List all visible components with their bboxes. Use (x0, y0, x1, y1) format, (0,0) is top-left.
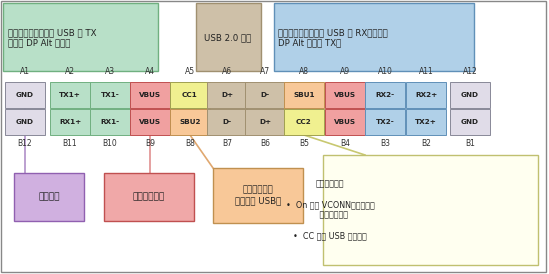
Bar (406, 82, 446, 108)
Text: A2: A2 (65, 67, 75, 76)
Bar (196, 3, 261, 71)
Bar (5, 109, 45, 135)
Text: A11: A11 (419, 67, 433, 76)
Text: A9: A9 (340, 67, 350, 76)
Bar (213, 168, 303, 223)
Text: B3: B3 (380, 139, 390, 148)
Bar (323, 155, 538, 265)
Bar (325, 109, 365, 135)
Text: A3: A3 (105, 67, 115, 76)
Bar (406, 109, 446, 135)
Text: B1: B1 (465, 139, 475, 148)
Text: B11: B11 (63, 139, 77, 148)
Text: TX2+: TX2+ (415, 119, 437, 125)
Text: A12: A12 (463, 67, 478, 76)
Text: GND: GND (16, 92, 34, 98)
Bar (14, 173, 84, 221)
Text: RX2-: RX2- (376, 92, 395, 98)
Text: GND: GND (461, 92, 479, 98)
Bar (284, 109, 324, 135)
Bar (104, 173, 194, 221)
Bar (365, 82, 405, 108)
Bar (245, 82, 285, 108)
Text: VBUS: VBUS (139, 92, 161, 98)
Bar (207, 82, 247, 108)
Text: 对于边带使用
（不用于 USB）: 对于边带使用 （不用于 USB） (235, 186, 281, 205)
Text: B10: B10 (103, 139, 117, 148)
Text: TX1+: TX1+ (59, 92, 81, 98)
Text: TX2-: TX2- (376, 119, 394, 125)
Bar (130, 109, 170, 135)
Text: GND: GND (461, 119, 479, 125)
Bar (207, 109, 247, 135)
Text: A7: A7 (260, 67, 270, 76)
Bar (284, 82, 324, 108)
Text: SBU1: SBU1 (293, 92, 315, 98)
Text: VBUS: VBUS (139, 119, 161, 125)
Text: RX1+: RX1+ (59, 119, 81, 125)
Text: 电缆接地: 电缆接地 (38, 193, 60, 201)
Text: B9: B9 (145, 139, 155, 148)
Text: A4: A4 (145, 67, 155, 76)
Bar (50, 109, 90, 135)
Text: USB 2.0 接口: USB 2.0 接口 (204, 33, 251, 42)
Bar (274, 3, 474, 71)
Text: RX2+: RX2+ (415, 92, 437, 98)
Bar (3, 3, 158, 71)
Text: D-: D- (260, 92, 270, 98)
Text: VBUS: VBUS (334, 92, 356, 98)
Bar (450, 109, 490, 135)
Text: GND: GND (16, 119, 34, 125)
Text: 插头配置检测

•  On 变为 VCONN，用于电缆
   或适配器电源

•  CC 用于 USB 协议检测: 插头配置检测 • On 变为 VCONN，用于电缆 或适配器电源 • CC 用于… (285, 179, 374, 241)
Text: TX1-: TX1- (100, 92, 119, 98)
Bar (130, 82, 170, 108)
Text: D+: D+ (221, 92, 233, 98)
Bar (90, 82, 130, 108)
Text: B12: B12 (18, 139, 32, 148)
Text: A1: A1 (20, 67, 30, 76)
Text: VBUS: VBUS (334, 119, 356, 125)
Text: B6: B6 (260, 139, 270, 148)
Text: CC1: CC1 (182, 92, 198, 98)
Text: B7: B7 (222, 139, 232, 148)
Bar (90, 109, 130, 135)
Bar (325, 82, 365, 108)
Text: SBU2: SBU2 (180, 119, 201, 125)
Text: 高速数据路径（用于 USB 的 RX，或用于
DP Alt 模式的 TX）: 高速数据路径（用于 USB 的 RX，或用于 DP Alt 模式的 TX） (278, 28, 388, 48)
Text: A10: A10 (378, 67, 393, 76)
Text: B2: B2 (421, 139, 431, 148)
Bar (5, 82, 45, 108)
Bar (245, 109, 285, 135)
Bar (170, 109, 210, 135)
Text: CC2: CC2 (296, 119, 312, 125)
Bar (365, 109, 405, 135)
Text: A5: A5 (185, 67, 195, 76)
Bar (170, 82, 210, 108)
Bar (50, 82, 90, 108)
Text: 电缆总线电源: 电缆总线电源 (133, 193, 165, 201)
Text: D+: D+ (259, 119, 271, 125)
Text: RX1-: RX1- (100, 119, 120, 125)
Bar (450, 82, 490, 108)
Text: A8: A8 (299, 67, 309, 76)
Text: 高速数据路径（用于 USB 的 TX
或用于 DP Alt 模式）: 高速数据路径（用于 USB 的 TX 或用于 DP Alt 模式） (8, 28, 97, 48)
Text: B5: B5 (299, 139, 309, 148)
Text: D-: D- (222, 119, 232, 125)
Text: B8: B8 (185, 139, 195, 148)
Text: B4: B4 (340, 139, 350, 148)
Text: A6: A6 (222, 67, 232, 76)
